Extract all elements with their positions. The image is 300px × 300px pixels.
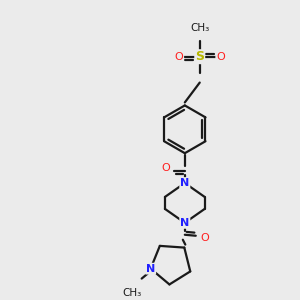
Text: N: N (180, 218, 189, 228)
Text: S: S (195, 50, 204, 63)
Text: N: N (180, 178, 189, 188)
Text: CH₃: CH₃ (122, 287, 141, 298)
Text: O: O (175, 52, 183, 62)
Text: N: N (146, 264, 155, 274)
Text: O: O (161, 163, 170, 173)
Text: CH₃: CH₃ (190, 23, 209, 33)
Text: O: O (200, 233, 209, 243)
Text: O: O (216, 52, 225, 62)
